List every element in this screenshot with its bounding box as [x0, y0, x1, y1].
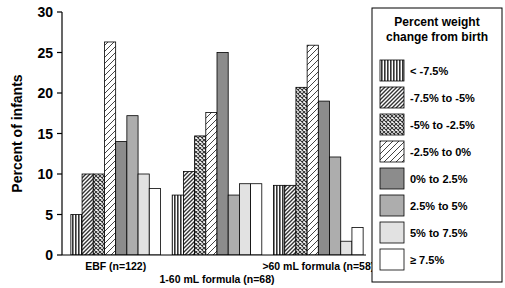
bar — [149, 189, 160, 255]
bar — [71, 215, 82, 256]
legend-label: -2.5% to 0% — [410, 146, 471, 158]
bar — [138, 174, 149, 255]
chart: 0 5 10 15 20 25 30 Percent of infants EBF (n=122… — [0, 0, 505, 288]
y-tick-label: 15 — [37, 126, 53, 142]
bar — [341, 241, 352, 255]
y-tick-label: 30 — [37, 4, 53, 20]
legend-swatch — [380, 60, 404, 81]
bar — [93, 174, 104, 255]
x-tick-label: >60 mL formula (n=58) — [262, 260, 374, 272]
bar — [206, 112, 217, 255]
x-tick-label: EBF (n=122) — [85, 260, 146, 272]
bars — [71, 42, 363, 255]
y-tick — [57, 173, 62, 174]
bar — [116, 142, 127, 255]
bar — [285, 185, 296, 255]
x-axis — [62, 254, 366, 255]
y-tick-label: 5 — [45, 207, 53, 223]
bar — [318, 101, 329, 255]
legend-label: 5% to 7.5% — [410, 227, 468, 239]
bar — [183, 172, 194, 255]
y-tick — [57, 11, 62, 12]
legend-swatch — [380, 222, 404, 243]
bar — [104, 42, 115, 255]
legend-label: -7.5% to -5% — [410, 92, 475, 104]
bar — [352, 227, 363, 255]
bar — [307, 45, 318, 255]
bar — [195, 136, 206, 255]
bar — [228, 195, 239, 255]
legend-swatch — [380, 168, 404, 189]
legend-title-line: change from birth — [386, 30, 488, 44]
y-tick-label: 0 — [45, 247, 53, 263]
bar — [330, 157, 341, 255]
legend-label: < -7.5% — [410, 65, 448, 77]
y-tick — [57, 133, 62, 134]
legend-swatch — [380, 249, 404, 270]
bar — [217, 53, 228, 256]
y-tick — [57, 52, 62, 53]
legend-label: ≥ 7.5% — [410, 254, 444, 266]
legend-swatch — [380, 141, 404, 162]
bar — [127, 116, 138, 255]
y-tick-label: 25 — [37, 45, 53, 61]
legend-label: -5% to -2.5% — [410, 119, 475, 131]
y-label: Percent of infants — [9, 74, 25, 192]
y-tick — [57, 254, 62, 255]
legend-label: 2.5% to 5% — [410, 200, 468, 212]
y-tick — [57, 92, 62, 93]
bar — [82, 174, 93, 255]
bar — [296, 87, 307, 255]
legend-title: Percent weightchange from birth — [386, 15, 488, 44]
y-tick-label: 20 — [37, 85, 53, 101]
legend-title-line: Percent weight — [394, 15, 479, 29]
bar — [172, 195, 183, 255]
legend-swatch — [380, 87, 404, 108]
legend-label: 0% to 2.5% — [410, 173, 468, 185]
y-tick-label: 10 — [37, 166, 53, 182]
legend-swatch — [380, 114, 404, 135]
bar — [239, 184, 250, 255]
x-tick-label: 1-60 mL formula (n=68) — [159, 273, 274, 285]
y-tick — [57, 214, 62, 215]
legend-box — [372, 8, 502, 282]
legend-swatch — [380, 195, 404, 216]
bar — [274, 185, 285, 255]
bar — [251, 184, 262, 255]
